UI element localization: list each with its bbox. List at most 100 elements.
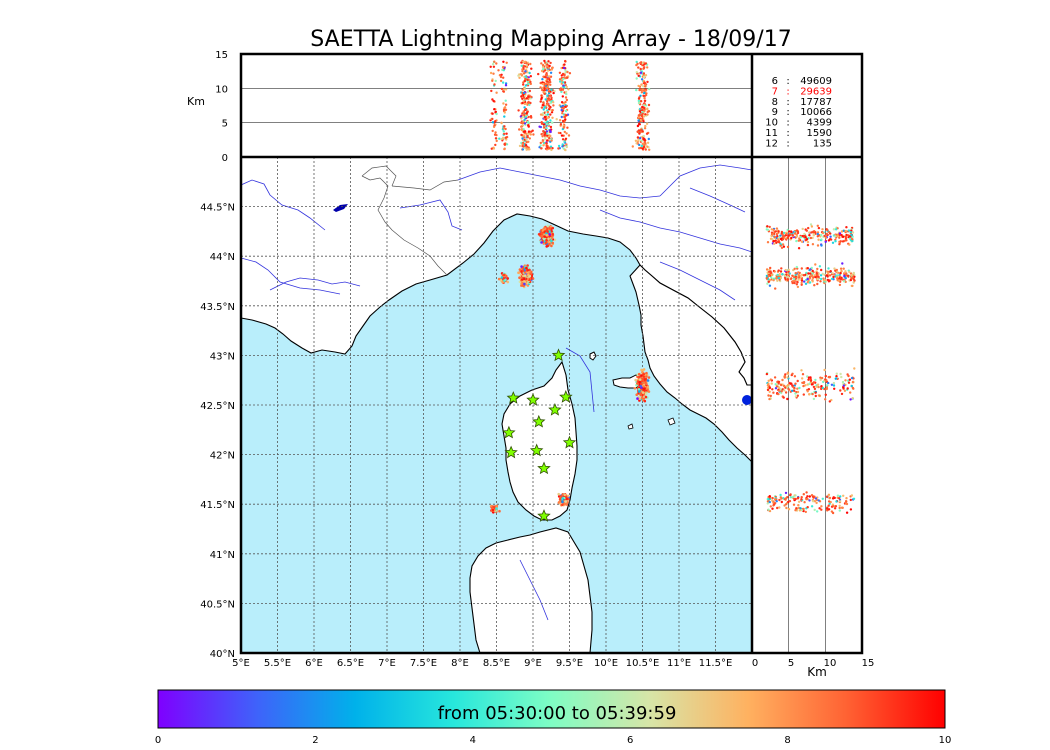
altitude-lightning-point xyxy=(504,127,507,131)
altitude-lightning-point xyxy=(492,72,495,75)
side-lightning-point xyxy=(786,376,789,379)
side-lightning-point xyxy=(821,231,825,235)
map-lightning-point xyxy=(518,268,522,271)
altitude-lightning-point xyxy=(546,100,549,103)
map-lightning-point xyxy=(548,242,551,246)
altitude-lightning-point xyxy=(528,137,531,140)
altitude-lightning-point xyxy=(521,101,524,105)
side-lightning-point xyxy=(793,267,796,270)
altitude-lightning-point xyxy=(644,74,648,77)
side-lightning-point xyxy=(805,229,808,232)
altitude-lightning-point xyxy=(495,62,498,65)
side-lightning-point xyxy=(820,505,823,508)
map-lightning-point xyxy=(642,385,645,388)
side-lightning-point xyxy=(824,393,827,396)
side-lightning-point xyxy=(797,500,801,503)
side-lightning-point xyxy=(770,382,773,385)
map-y-tick-label: 40.5°N xyxy=(200,599,235,610)
side-panel-marker xyxy=(742,395,752,405)
altitude-panel: 0 5 10 15 Km xyxy=(187,50,752,164)
stats-id: 11 xyxy=(765,128,778,139)
altitude-lightning-point xyxy=(549,119,552,122)
altitude-lightning-point xyxy=(559,123,563,126)
side-lightning-point xyxy=(818,507,821,510)
altitude-lightning-point xyxy=(637,122,641,126)
altitude-lightning-point xyxy=(643,81,646,85)
map-lightning-point xyxy=(646,385,649,389)
side-lightning-point xyxy=(801,234,804,238)
altitude-lightning-point xyxy=(643,99,647,103)
side-lightning-point xyxy=(783,235,786,238)
map-lightning-point xyxy=(544,241,548,244)
altitude-lightning-point xyxy=(530,95,533,99)
side-lightning-point xyxy=(805,491,808,494)
altitude-lightning-point xyxy=(565,114,568,117)
altitude-lightning-point xyxy=(501,81,505,84)
map-y-tick-label: 40°N xyxy=(210,649,235,660)
altitude-lightning-point xyxy=(641,147,644,150)
map-x-tick-label: 8°E xyxy=(451,658,469,669)
side-lightning-point xyxy=(784,373,787,376)
altitude-lightning-point xyxy=(637,74,640,78)
side-lightning-point xyxy=(812,233,816,236)
altitude-lightning-point xyxy=(525,97,528,100)
map-lightning-point xyxy=(550,239,553,243)
altitude-lightning-point xyxy=(552,104,555,107)
altitude-lightning-point xyxy=(523,106,526,109)
map-lightning-point xyxy=(557,492,560,496)
altitude-lightning-point xyxy=(646,145,649,148)
side-lightning-point xyxy=(829,238,833,241)
altitude-lightning-point xyxy=(565,85,568,89)
side-lightning-point xyxy=(780,246,784,249)
altitude-lightning-point xyxy=(529,75,532,78)
altitude-lightning-point xyxy=(640,144,644,147)
map-y-tick-label: 43°N xyxy=(210,351,235,362)
side-lightning-point xyxy=(820,268,823,272)
side-lightning-point xyxy=(765,372,769,376)
side-lightning-point xyxy=(834,505,838,508)
side-lightning-point xyxy=(849,391,852,394)
side-lightning-point xyxy=(847,235,850,239)
altitude-lightning-point xyxy=(567,88,570,91)
altitude-lightning-point xyxy=(546,69,550,72)
side-lightning-point xyxy=(777,392,780,396)
altitude-lightning-point xyxy=(519,73,523,76)
side-lightning-point xyxy=(810,383,814,386)
side-lightning-point xyxy=(843,389,847,392)
map-lightning-point xyxy=(642,381,645,385)
map-lightning-point xyxy=(553,238,557,242)
altitude-lightning-point xyxy=(543,90,546,94)
altitude-lightning-point xyxy=(561,112,564,115)
side-lightning-point xyxy=(845,274,848,277)
map-lightning-point xyxy=(540,235,543,238)
side-lightning-point xyxy=(813,274,817,277)
side-lightning-point xyxy=(816,232,819,236)
altitude-lightning-point xyxy=(526,78,529,82)
side-lightning-point xyxy=(808,382,811,386)
side-lightning-point xyxy=(820,508,823,511)
side-lightning-point xyxy=(791,281,794,285)
altitude-lightning-point xyxy=(540,147,543,150)
side-lightning-point xyxy=(813,508,816,512)
map-y-tick-label: 42°N xyxy=(210,451,235,462)
side-lightning-point xyxy=(767,379,770,382)
side-lightning-point xyxy=(845,511,849,514)
altitude-lightning-point xyxy=(646,80,649,84)
side-lightning-point xyxy=(773,242,776,245)
side-lightning-point xyxy=(835,274,839,277)
map-lightning-point xyxy=(633,387,637,390)
altitude-lightning-point xyxy=(504,88,508,91)
land-tuscany xyxy=(629,264,752,463)
map-x-tick-label: 10.5°E xyxy=(626,658,660,669)
altitude-lightning-point xyxy=(523,122,527,125)
altitude-lightning-point xyxy=(541,63,545,67)
altitude-lightning-point xyxy=(522,65,526,68)
side-lightning-point xyxy=(781,273,784,276)
side-lightning-point xyxy=(768,268,771,272)
side-lightning-point xyxy=(816,244,820,247)
map-y-tick-label: 42.5°N xyxy=(200,401,235,412)
altitude-lightning-point xyxy=(539,141,542,145)
side-lightning-point xyxy=(779,244,782,247)
altitude-lightning-point xyxy=(491,62,495,66)
side-lightning-point xyxy=(795,507,798,510)
